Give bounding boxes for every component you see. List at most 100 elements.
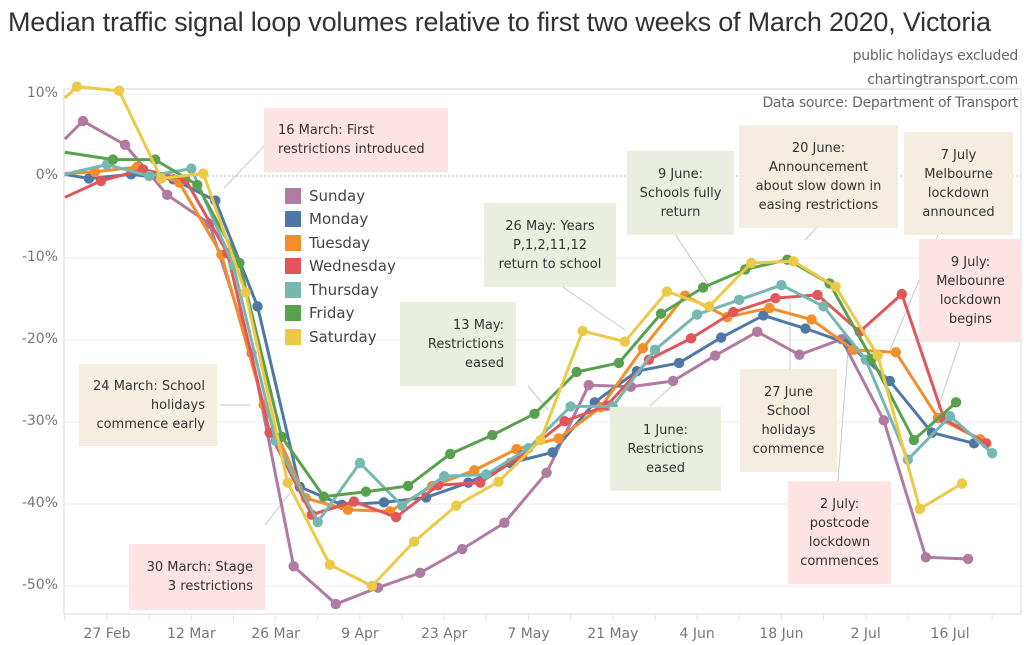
- data-point[interactable]: [619, 336, 631, 347]
- data-point[interactable]: [240, 287, 251, 298]
- data-point[interactable]: [691, 309, 703, 320]
- data-point[interactable]: [378, 497, 390, 508]
- legend-item-saturday[interactable]: Saturday: [285, 325, 396, 349]
- data-point[interactable]: [571, 366, 582, 378]
- data-point[interactable]: [192, 179, 203, 191]
- data-point[interactable]: [481, 469, 492, 480]
- data-point[interactable]: [661, 286, 673, 297]
- data-point[interactable]: [469, 465, 480, 476]
- data-point[interactable]: [390, 511, 402, 523]
- data-point[interactable]: [908, 434, 920, 446]
- data-point[interactable]: [613, 357, 625, 369]
- data-point[interactable]: [252, 301, 263, 312]
- data-point[interactable]: [986, 447, 998, 459]
- data-point[interactable]: [535, 434, 546, 446]
- data-point[interactable]: [697, 282, 709, 293]
- data-point[interactable]: [776, 279, 787, 291]
- data-point[interactable]: [812, 289, 823, 301]
- legend-item-friday[interactable]: Friday: [285, 302, 396, 326]
- data-point[interactable]: [553, 433, 564, 444]
- data-point[interactable]: [499, 517, 510, 529]
- data-point[interactable]: [950, 397, 962, 408]
- data-point[interactable]: [764, 302, 775, 314]
- data-point[interactable]: [198, 168, 209, 179]
- data-point[interactable]: [788, 256, 799, 267]
- data-point[interactable]: [667, 375, 679, 387]
- data-point[interactable]: [914, 503, 926, 515]
- data-point[interactable]: [637, 343, 649, 354]
- legend-item-sunday[interactable]: Sunday: [285, 184, 396, 208]
- data-point[interactable]: [818, 301, 829, 312]
- data-point[interactable]: [920, 552, 932, 563]
- data-point[interactable]: [77, 115, 89, 127]
- data-point[interactable]: [155, 173, 167, 184]
- data-point[interactable]: [107, 154, 119, 165]
- data-point[interactable]: [71, 81, 83, 92]
- data-point[interactable]: [559, 415, 570, 427]
- data-point[interactable]: [878, 415, 889, 426]
- data-point[interactable]: [956, 478, 968, 489]
- data-point[interactable]: [360, 486, 372, 497]
- data-point[interactable]: [944, 411, 956, 422]
- data-point[interactable]: [439, 470, 450, 482]
- data-point[interactable]: [402, 480, 414, 492]
- legend-item-monday[interactable]: Monday: [285, 208, 396, 232]
- data-point[interactable]: [649, 344, 661, 356]
- data-point[interactable]: [162, 189, 173, 201]
- data-point[interactable]: [143, 170, 155, 182]
- data-point[interactable]: [715, 332, 727, 343]
- data-point[interactable]: [282, 477, 293, 488]
- data-point[interactable]: [318, 491, 329, 502]
- data-point[interactable]: [113, 85, 125, 96]
- data-point[interactable]: [137, 164, 149, 175]
- data-point[interactable]: [872, 350, 883, 361]
- data-point[interactable]: [752, 326, 763, 337]
- legend-item-thursday[interactable]: Thursday: [285, 278, 396, 302]
- data-point[interactable]: [758, 310, 769, 321]
- data-point[interactable]: [342, 504, 354, 515]
- data-point[interactable]: [685, 333, 697, 344]
- data-point[interactable]: [541, 467, 552, 479]
- data-point[interactable]: [396, 500, 408, 511]
- legend-item-tuesday[interactable]: Tuesday: [285, 231, 396, 255]
- data-point[interactable]: [547, 447, 558, 458]
- data-point[interactable]: [770, 292, 781, 304]
- data-point[interactable]: [354, 457, 366, 469]
- data-point[interactable]: [95, 175, 107, 187]
- data-point[interactable]: [884, 375, 895, 387]
- data-point[interactable]: [408, 536, 420, 547]
- data-point[interactable]: [806, 314, 817, 325]
- legend-item-wednesday[interactable]: Wednesday: [285, 255, 396, 279]
- data-point[interactable]: [565, 401, 576, 412]
- data-point[interactable]: [703, 301, 715, 312]
- data-point[interactable]: [746, 257, 757, 269]
- data-point[interactable]: [366, 580, 378, 592]
- data-point[interactable]: [324, 559, 335, 570]
- data-point[interactable]: [890, 347, 902, 358]
- data-point[interactable]: [962, 553, 974, 565]
- data-point[interactable]: [830, 281, 841, 292]
- data-point[interactable]: [186, 163, 197, 174]
- data-point[interactable]: [734, 294, 745, 306]
- data-point[interactable]: [673, 357, 685, 369]
- data-point[interactable]: [445, 448, 456, 460]
- data-point[interactable]: [655, 308, 667, 319]
- data-point[interactable]: [119, 139, 131, 151]
- data-point[interactable]: [414, 567, 426, 579]
- data-point[interactable]: [493, 476, 504, 488]
- data-point[interactable]: [896, 288, 908, 300]
- data-point[interactable]: [330, 598, 342, 610]
- data-point[interactable]: [794, 349, 805, 360]
- data-point[interactable]: [312, 516, 323, 528]
- data-point[interactable]: [83, 173, 95, 184]
- data-point[interactable]: [577, 325, 588, 337]
- data-point[interactable]: [457, 543, 468, 555]
- data-point[interactable]: [348, 496, 360, 507]
- data-point[interactable]: [529, 408, 540, 419]
- data-point[interactable]: [451, 500, 462, 511]
- data-point[interactable]: [800, 323, 811, 334]
- data-point[interactable]: [709, 350, 721, 361]
- data-point[interactable]: [288, 561, 299, 572]
- data-point[interactable]: [728, 306, 739, 318]
- data-point[interactable]: [487, 429, 498, 441]
